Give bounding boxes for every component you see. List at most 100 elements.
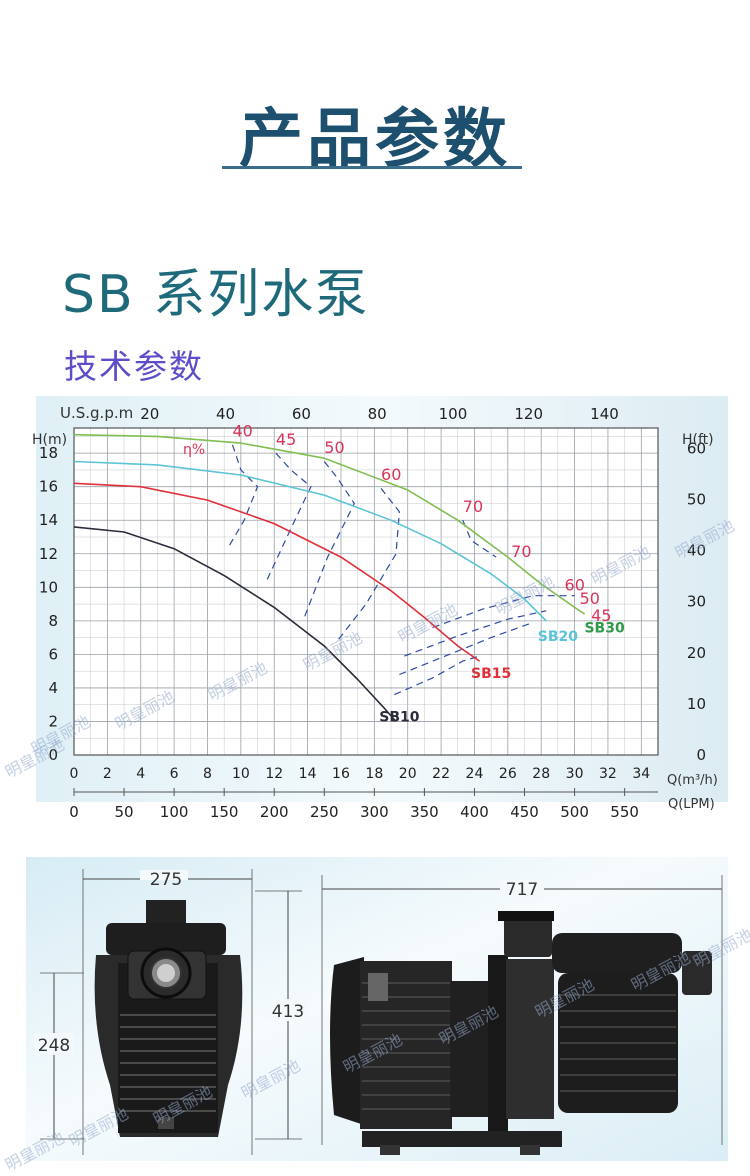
- lpm-tick-label: 300: [360, 803, 389, 821]
- efficiency-contour: [432, 595, 575, 629]
- right-tick-label: 40: [687, 542, 706, 560]
- right-tick-label: 30: [687, 593, 706, 611]
- top-tick-label: 20: [140, 405, 159, 423]
- top-tick-label: 40: [216, 405, 235, 423]
- lpm-tick-label: 0: [69, 803, 79, 821]
- lpm-tick-label: 250: [310, 803, 339, 821]
- x-tick-label: 0: [70, 766, 79, 782]
- y-tick-label: 16: [39, 478, 58, 496]
- right-tick-label: 20: [687, 644, 706, 662]
- lpm-tick-label: 100: [160, 803, 189, 821]
- lpm-tick-label: 50: [115, 803, 134, 821]
- x-tick-label: 4: [136, 766, 145, 782]
- dimension-length: 717: [506, 880, 538, 900]
- series-label: SB20: [538, 629, 578, 645]
- subheading: 技术参数: [64, 347, 204, 386]
- top-tick-label: 100: [439, 405, 468, 423]
- series-heading: SB 系列水泵: [62, 265, 370, 325]
- lpm-tick-label: 200: [260, 803, 289, 821]
- efficiency-label: 45: [276, 430, 296, 449]
- series-line-sb20: [73, 460, 547, 622]
- x-tick-label: 16: [332, 766, 350, 782]
- dimension-total-height: 413: [272, 1002, 304, 1022]
- efficiency-contours: [226, 444, 575, 696]
- series-label: SB10: [379, 709, 419, 725]
- lpm-axis-label: Q(LPM): [668, 797, 715, 812]
- dimension-width-front: 275: [150, 870, 182, 890]
- lpm-tick-label: 400: [460, 803, 489, 821]
- left-axis-label: H(m): [32, 432, 67, 448]
- efficiency-label: 40: [233, 421, 253, 440]
- series-label: SB30: [584, 621, 624, 637]
- x-tick-label: 32: [599, 766, 617, 782]
- efficiency-label: 50: [324, 438, 344, 457]
- x-tick-label: 20: [399, 766, 417, 782]
- pump-side-view: 717: [321, 875, 723, 1155]
- y-tick-label: 10: [39, 578, 58, 596]
- x-tick-label: 18: [365, 766, 383, 782]
- right-axis-label: H(ft): [682, 432, 714, 448]
- dimension-drawings: 275 413 248 717: [26, 857, 728, 1161]
- top-axis-label: U.S.g.p.m: [60, 404, 133, 422]
- plot-frame: [73, 427, 659, 756]
- y-tick-label: 14: [39, 511, 58, 529]
- top-tick-label: 80: [368, 405, 387, 423]
- x-tick-label: 26: [499, 766, 517, 782]
- series-label: SB15: [471, 666, 511, 682]
- y-tick-label: 0: [48, 746, 58, 764]
- x-tick-label: 30: [566, 766, 584, 782]
- efficiency-symbol: η%: [183, 442, 205, 458]
- series-line-sb10: [73, 526, 397, 723]
- x-tick-label: 8: [203, 766, 212, 782]
- series-line-sb15: [73, 482, 480, 662]
- efficiency-label: 70: [511, 542, 531, 561]
- x-tick-label: 14: [299, 766, 317, 782]
- page-title: 产品参数: [239, 103, 511, 177]
- efficiency-contour: [394, 655, 480, 696]
- top-tick-label: 140: [590, 405, 619, 423]
- x-tick-label: 24: [466, 766, 484, 782]
- efficiency-contour: [399, 621, 534, 676]
- efficiency-contour: [303, 461, 355, 618]
- efficiency-contour: [226, 444, 259, 550]
- series-line-sb30: [73, 433, 586, 615]
- efficiency-label: 60: [565, 576, 585, 595]
- efficiency-label: 50: [580, 589, 600, 608]
- top-tick-label: 120: [514, 405, 543, 423]
- right-tick-label: 50: [687, 490, 706, 508]
- x-tick-label: 28: [532, 766, 550, 782]
- lpm-tick-label: 500: [560, 803, 589, 821]
- y-tick-label: 2: [48, 712, 58, 730]
- lpm-tick-label: 350: [410, 803, 439, 821]
- y-tick-label: 4: [48, 679, 58, 697]
- efficiency-label: 60: [381, 465, 401, 484]
- plot-area: [74, 428, 658, 755]
- lpm-tick-label: 150: [210, 803, 239, 821]
- efficiency-contour: [265, 452, 312, 583]
- title-underline: [222, 166, 522, 169]
- dimension-axis-height: 248: [38, 1036, 70, 1056]
- grid: [73, 427, 659, 756]
- x-tick-label: 34: [632, 766, 650, 782]
- x-tick-label: 6: [170, 766, 179, 782]
- efficiency-contour: [335, 488, 401, 643]
- efficiency-contour: [404, 610, 547, 657]
- y-tick-label: 18: [39, 444, 58, 462]
- right-tick-label: 10: [687, 695, 706, 713]
- right-tick-label: 60: [687, 439, 706, 457]
- lpm-tick-label: 550: [610, 803, 639, 821]
- efficiency-label: 45: [591, 606, 611, 625]
- series-lines: [73, 433, 586, 723]
- x-tick-label: 12: [265, 766, 283, 782]
- x-tick-label: 10: [232, 766, 250, 782]
- top-tick-label: 60: [292, 405, 311, 423]
- bottom-axis-label: Q(m³/h): [667, 773, 718, 788]
- x-tick-label: 22: [432, 766, 450, 782]
- y-tick-label: 6: [48, 645, 58, 663]
- right-tick-label: 0: [696, 746, 706, 764]
- pump-front-view: 275 413 248: [34, 869, 308, 1155]
- lpm-tick-label: 450: [510, 803, 539, 821]
